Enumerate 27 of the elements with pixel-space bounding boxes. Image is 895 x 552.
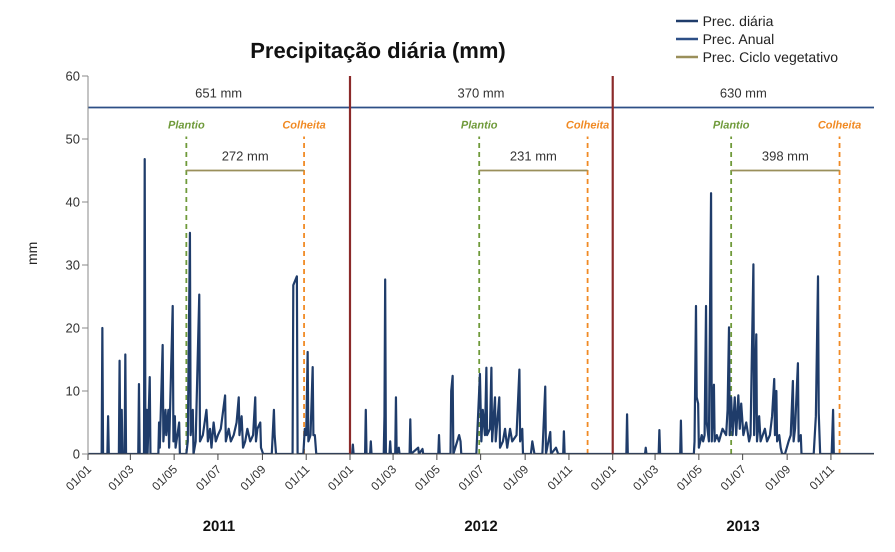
y-tick-label: 10	[66, 384, 80, 399]
text: 2013	[725, 518, 761, 535]
chart-title: Precipitação diária (mm)	[249, 38, 507, 64]
y-tick-label: 40	[66, 194, 80, 210]
ref-line-label: Colheita	[282, 119, 326, 132]
y-tick-label: 0	[72, 446, 80, 462]
annotation: 651 mm	[195, 86, 242, 100]
annotation: 272 mm	[222, 148, 269, 164]
y-tick-label: 30	[66, 258, 80, 273]
legend-label: Prec. Anual	[702, 30, 774, 48]
y-tick-label: 20	[66, 320, 80, 336]
ref-line-label: Plantio	[460, 119, 498, 132]
ref-line-label: Plantio	[168, 119, 205, 132]
legend-label: Prec. Ciclo vegetativo	[702, 48, 838, 66]
ref-line-label: Plantio	[712, 119, 750, 132]
annotation: 398 mm	[762, 148, 809, 164]
y-tick-label: 50	[66, 132, 80, 147]
ref-line-label: Colheita	[818, 119, 862, 132]
annotation: 630 mm	[720, 86, 767, 100]
text: 2012	[463, 518, 499, 535]
annotation: 370 mm	[458, 86, 504, 100]
text: 2011	[202, 518, 236, 535]
legend-label: Prec. diária	[702, 12, 774, 30]
y-tick-label: 60	[66, 68, 80, 84]
annotation: 231 mm	[510, 148, 557, 164]
ref-line-label: Colheita	[566, 119, 610, 132]
y-axis-title: mm	[24, 242, 40, 265]
